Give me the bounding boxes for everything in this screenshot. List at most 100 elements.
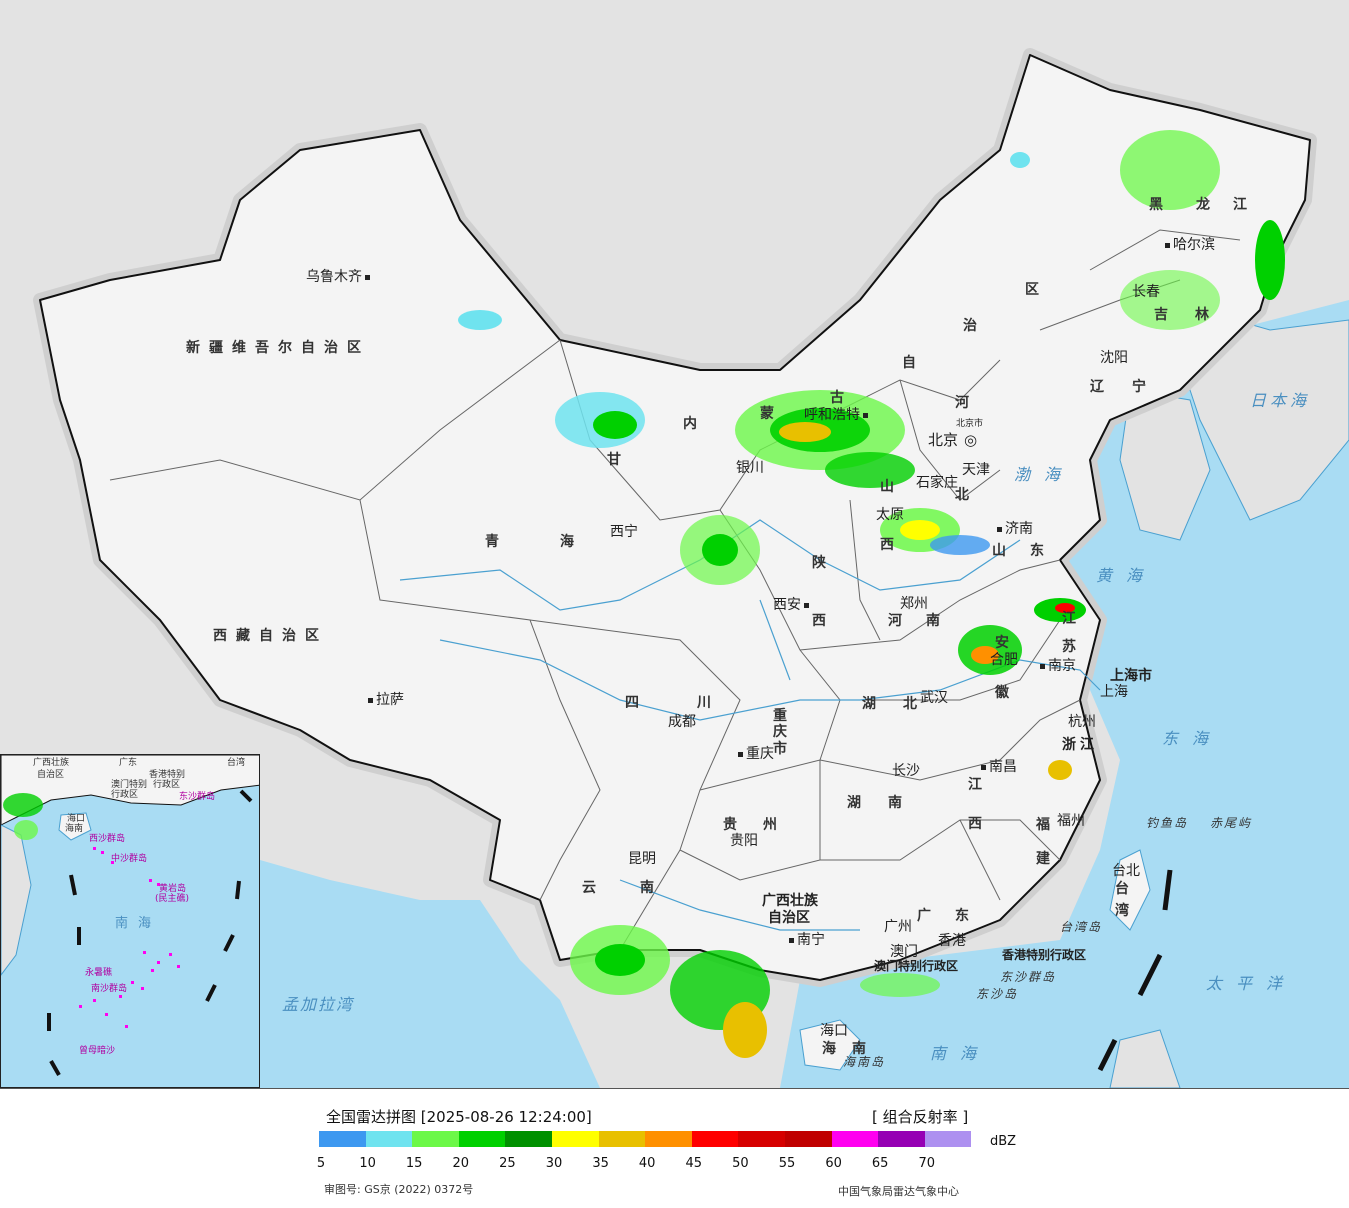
- city-changsha: 长沙: [892, 763, 920, 779]
- city-dot: [365, 274, 370, 280]
- inset-label-nanhai: 南海: [115, 916, 162, 931]
- maritime-boundary: [1097, 869, 1173, 1072]
- east-sea: [780, 300, 1349, 1088]
- province-taiwan-2: 湾: [1115, 903, 1129, 919]
- province-neimenggu-5: 治: [963, 318, 977, 334]
- province-qinghai-1: 青: [485, 534, 499, 550]
- sea-pacific: 太平洋: [1206, 974, 1297, 993]
- city-fuzhou: 福州: [1057, 813, 1085, 829]
- province-shanxi-2: 西: [880, 537, 894, 553]
- inset-hainan: [58, 812, 92, 841]
- inset-label-zhongsha: 中沙群岛: [111, 854, 148, 864]
- city-taipei: 台北: [1112, 863, 1140, 879]
- city-changchun: 长春: [1132, 284, 1160, 300]
- island-chiwei: 赤尾屿: [1210, 816, 1253, 830]
- south-china-sea-inset: 广西壮族 自治区 广东 香港特别 行政区 澳门特别 行政区 台湾 海口 海南 西…: [0, 754, 260, 1088]
- color-swatch: [691, 1131, 739, 1147]
- city-shenyang: 沈阳: [1100, 350, 1128, 366]
- province-shaanxi-2: 西: [812, 613, 826, 629]
- island-dongsha: 东沙岛: [976, 987, 1019, 1001]
- tick-label: 10: [359, 1156, 376, 1171]
- province-neimenggu-6: 区: [1025, 282, 1039, 298]
- city-dot: [1040, 663, 1045, 669]
- tick-label: 70: [918, 1156, 936, 1171]
- province-guangxi-2: 自治区: [768, 910, 810, 926]
- island-taiwan: 台湾岛: [1060, 920, 1103, 934]
- province-neimenggu-1: 内: [683, 416, 697, 432]
- city-wuhan: 武汉: [920, 690, 948, 706]
- tick-label: 5: [316, 1156, 326, 1171]
- city-nanjing: 南京: [1037, 659, 1076, 673]
- inset-label-haikou: 海口: [67, 814, 86, 824]
- tick-label: 40: [638, 1156, 656, 1171]
- inset-label-macau-2: 行政区: [111, 790, 139, 800]
- province-hainan-2: 南: [852, 1041, 866, 1057]
- province-shanxi-1: 山: [880, 479, 894, 495]
- tick-label: 35: [592, 1156, 609, 1171]
- sea-bohai: 渤海: [1014, 465, 1075, 484]
- bay-of-bengal: [260, 860, 600, 1088]
- province-heilongjiang-3: 江: [1233, 197, 1247, 213]
- tick-label: 60: [825, 1156, 842, 1171]
- city-harbin: 哈尔滨: [1162, 238, 1215, 252]
- color-swatch: [645, 1131, 692, 1147]
- city-guiyang: 贵阳: [730, 833, 758, 849]
- city-dot: [863, 412, 868, 418]
- province-hubei-1: 湖: [862, 696, 876, 712]
- color-swatch: [738, 1131, 785, 1147]
- province-xizang: 西藏自治区: [213, 628, 328, 644]
- color-swatch: [505, 1131, 552, 1147]
- province-hainan-1: 海: [822, 1041, 836, 1057]
- province-liaoning-1: 辽: [1090, 379, 1104, 395]
- city-jinan: 济南: [994, 522, 1033, 536]
- radar-echoes: [458, 130, 1285, 1058]
- color-swatch: [878, 1131, 925, 1147]
- province-yunnan-2: 南: [640, 880, 654, 896]
- tick-label: 65: [871, 1156, 889, 1171]
- city-macau: 澳门: [890, 944, 918, 960]
- inset-label-huangyan-2: (民主礁): [155, 894, 190, 904]
- city-dot: [981, 764, 986, 770]
- inset-radar-echo: [3, 793, 43, 817]
- province-gansu: 甘: [607, 452, 621, 468]
- city-hongkong: 香港: [938, 933, 966, 949]
- inset-islands: [79, 847, 180, 1028]
- city-dot: [789, 937, 794, 943]
- province-chongqing-2: 庆: [773, 724, 787, 740]
- province-neimenggu-4: 自: [902, 355, 916, 371]
- product-name: [ 组合反射率 ]: [872, 1108, 969, 1126]
- map-title: 全国雷达拼图 [2025-08-26 12:24:00]: [326, 1108, 592, 1126]
- province-hunan-2: 南: [888, 795, 902, 811]
- city-taiyuan: 太原: [876, 507, 904, 523]
- province-jilin-1: 吉: [1154, 307, 1168, 323]
- philippines-land: [1109, 1029, 1181, 1088]
- tick-label: 15: [405, 1156, 423, 1171]
- island-diaoyu: 钓鱼岛: [1146, 816, 1189, 830]
- color-swatch: [784, 1131, 832, 1147]
- province-chongqing-1: 重: [773, 708, 787, 724]
- legend-panel: 全国雷达拼图 [2025-08-26 12:24:00] [ 组合反射率 ] 5…: [0, 1089, 1349, 1208]
- province-guizhou-2: 州: [763, 817, 777, 833]
- inset-canvas: [1, 755, 259, 1076]
- inset-label-taiwan: 台湾: [227, 758, 246, 768]
- province-shanghai: 上海市: [1110, 668, 1152, 684]
- province-henan-2: 南: [926, 613, 940, 629]
- city-urumqi: 乌鲁木齐: [306, 270, 373, 284]
- city-guangzhou: 广州: [884, 919, 912, 935]
- inset-label-macau: 澳门特别: [111, 780, 148, 790]
- color-swatch: [831, 1131, 879, 1147]
- inset-label-nansha: 南沙群岛: [91, 984, 128, 994]
- color-swatch: [924, 1131, 972, 1147]
- city-shijiazhuang: 石家庄: [916, 475, 958, 491]
- province-shaanxi-1: 陕: [812, 555, 826, 571]
- city-hohhot: 呼和浩特: [804, 408, 871, 422]
- province-hongkong: 香港特别行政区: [1002, 948, 1087, 962]
- province-shandong-2: 东: [1030, 543, 1044, 559]
- city-chongqing: 重庆: [735, 747, 774, 761]
- inset-label-hainan: 海南: [65, 824, 84, 834]
- province-beijing-small: 北京市: [956, 419, 984, 429]
- inset-label-huangyan: 黄岩岛: [159, 884, 187, 894]
- inset-label-yongshu: 永暑礁: [85, 968, 113, 978]
- source-credit: 中国气象局雷达气象中心: [838, 1185, 959, 1198]
- city-zhengzhou: 郑州: [900, 596, 928, 612]
